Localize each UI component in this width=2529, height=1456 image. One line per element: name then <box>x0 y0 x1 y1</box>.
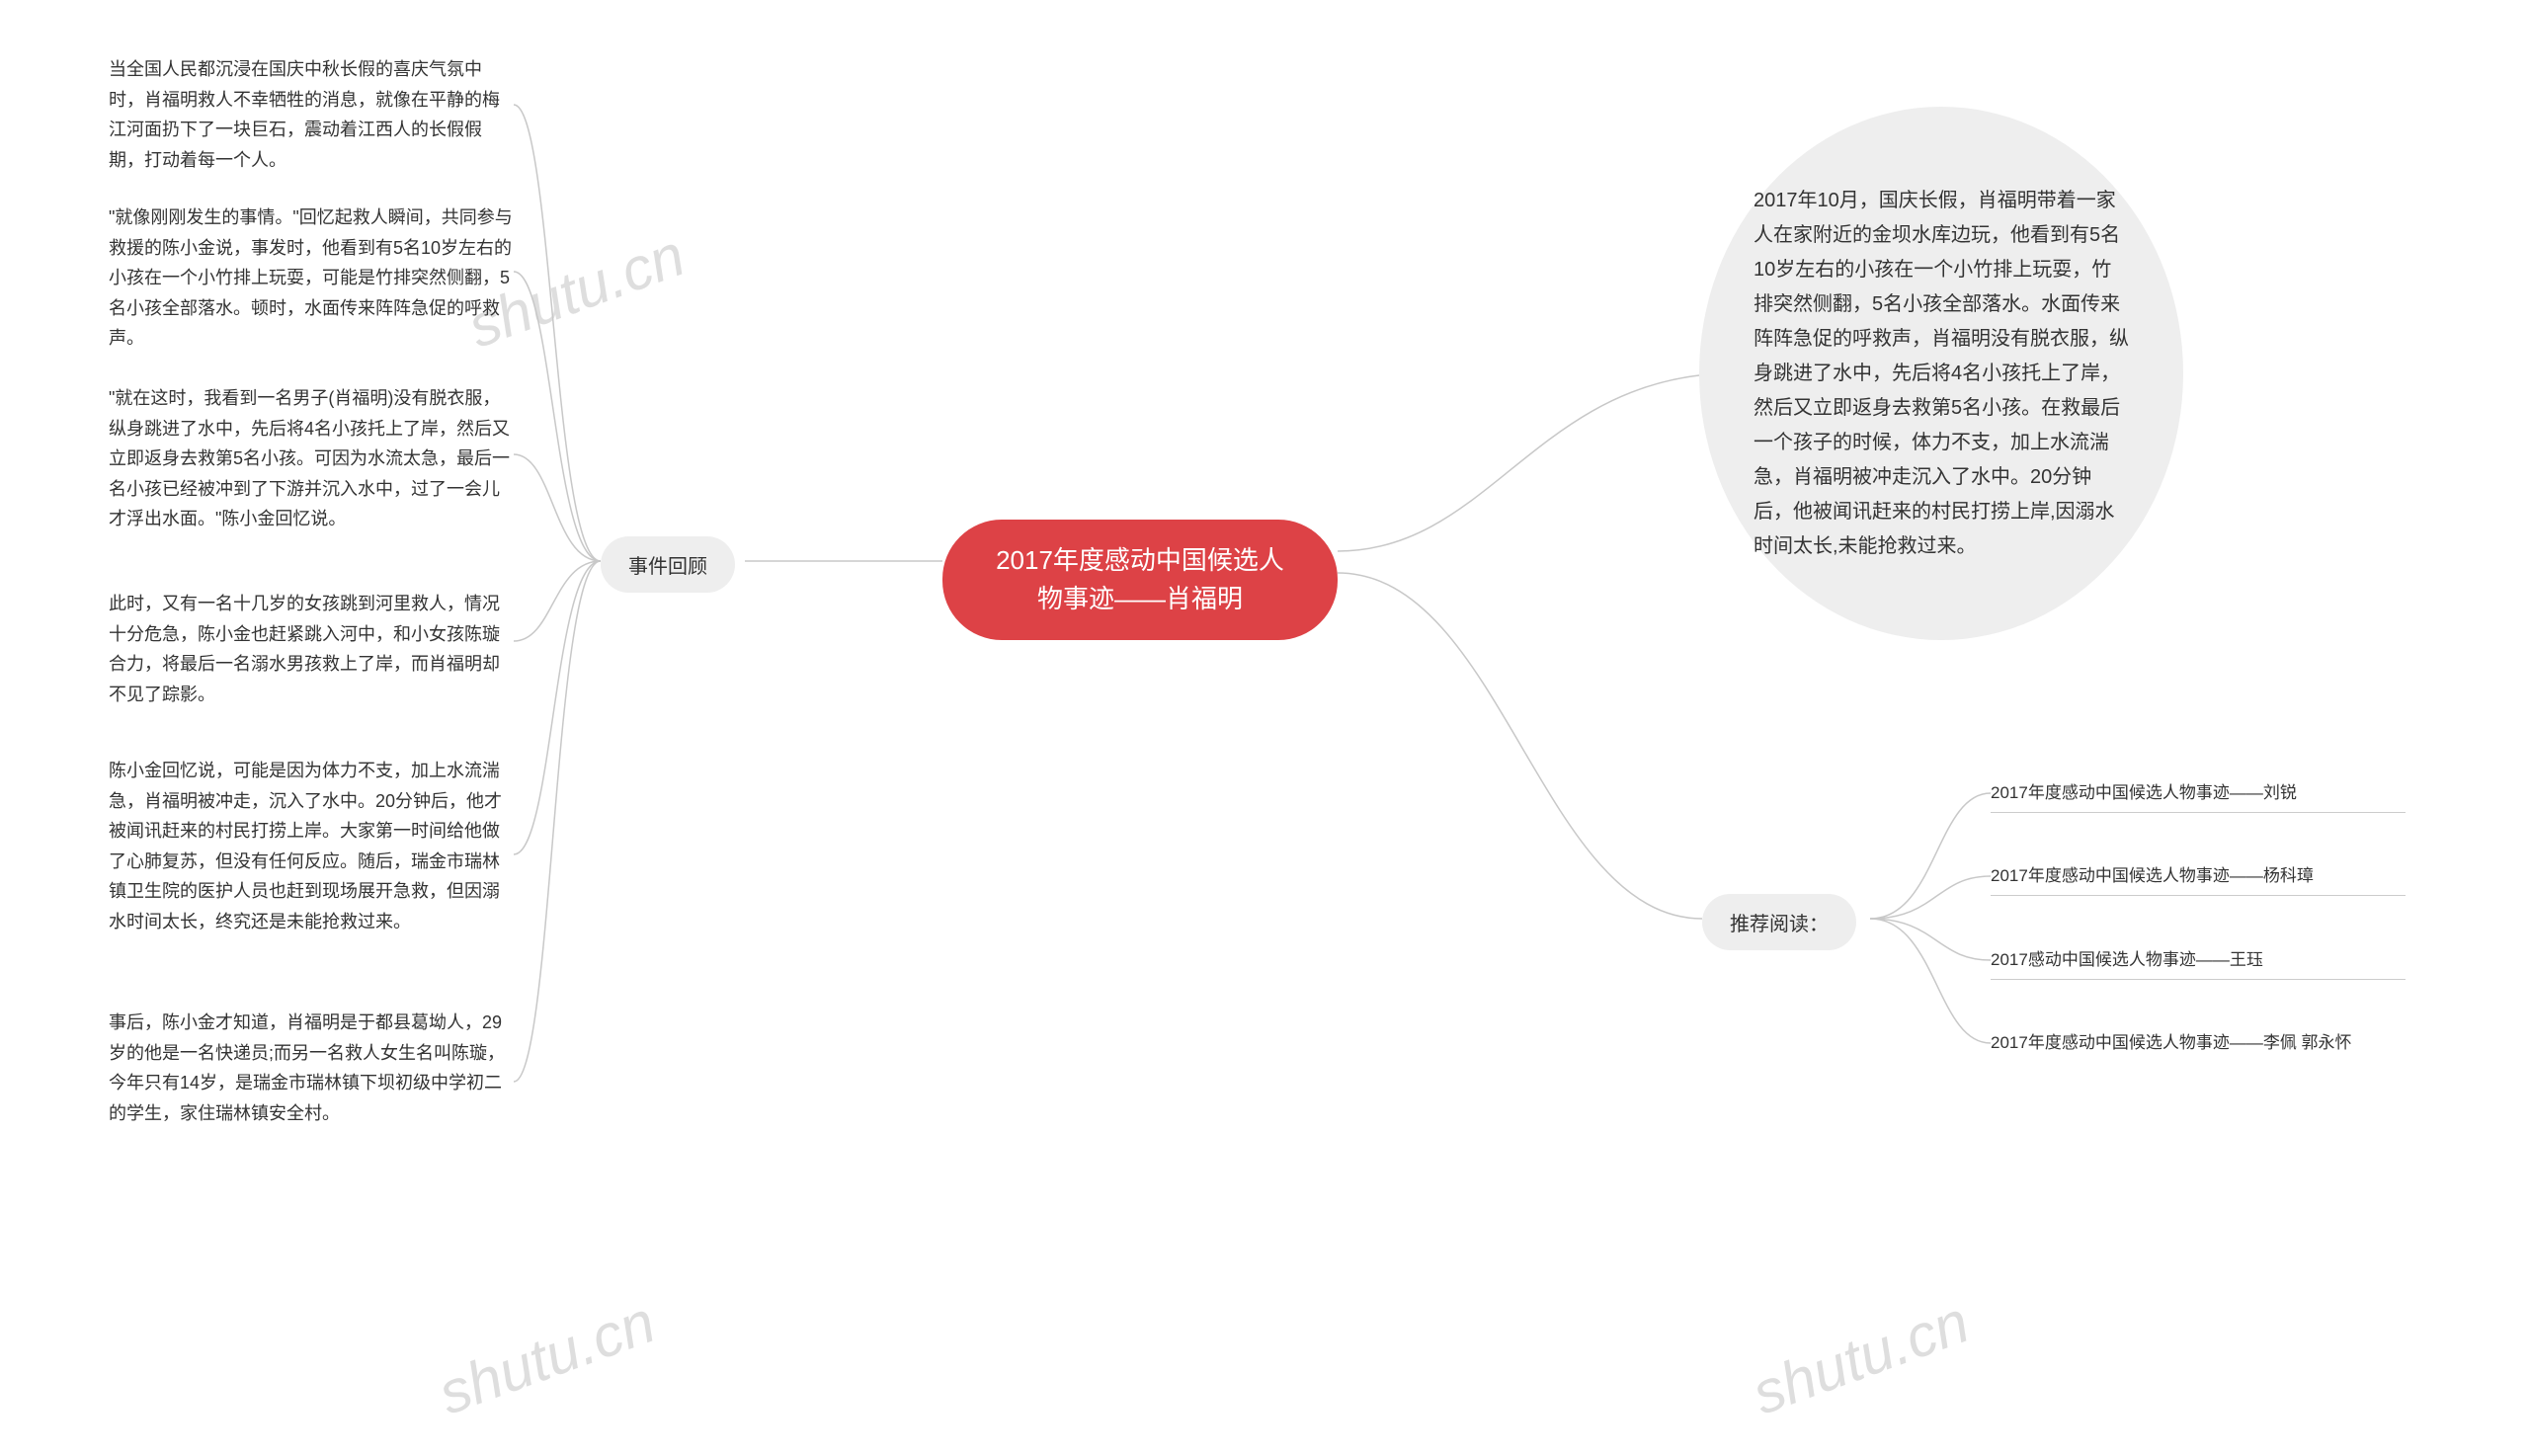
summary-node: 2017年10月，国庆长假，肖福明带着一家人在家附近的金坝水库边玩，他看到有5名… <box>1699 107 2183 640</box>
recommend-label: 推荐阅读： <box>1730 914 1829 935</box>
watermark: shutu.cn <box>430 1287 664 1427</box>
recommend-item[interactable]: 2017年度感动中国候选人物事迹——李佩 郭永怀 <box>1991 1030 2406 1056</box>
center-title-line2: 物事迹——肖福明 <box>1037 584 1243 613</box>
event-review-label: 事件回顾 <box>628 556 707 578</box>
recommend-branch: 推荐阅读： <box>1702 894 1856 950</box>
center-topic: 2017年度感动中国候选人 物事迹——肖福明 <box>942 520 1338 640</box>
watermark: shutu.cn <box>1744 1287 1978 1427</box>
event-para: 此时，又有一名十几岁的女孩跳到河里救人，情况十分危急，陈小金也赶紧跳入河中，和小… <box>109 589 514 709</box>
event-para: "就像刚刚发生的事情。"回忆起救人瞬间，共同参与救援的陈小金说，事发时，他看到有… <box>109 202 514 354</box>
recommend-item[interactable]: 2017年度感动中国候选人物事迹——杨科璋 <box>1991 863 2406 896</box>
recommend-item[interactable]: 2017年度感动中国候选人物事迹——刘锐 <box>1991 780 2406 813</box>
center-title-line1: 2017年度感动中国候选人 <box>996 545 1284 575</box>
recommend-item[interactable]: 2017感动中国候选人物事迹——王珏 <box>1991 947 2406 980</box>
event-para: 事后，陈小金才知道，肖福明是于都县葛坳人，29岁的他是一名快递员;而另一名救人女… <box>109 1008 514 1128</box>
event-para: "就在这时，我看到一名男子(肖福明)没有脱衣服，纵身跳进了水中，先后将4名小孩托… <box>109 383 514 534</box>
summary-text: 2017年10月，国庆长假，肖福明带着一家人在家附近的金坝水库边玩，他看到有5名… <box>1754 184 2129 564</box>
event-para: 陈小金回忆说，可能是因为体力不支，加上水流湍急，肖福明被冲走，沉入了水中。20分… <box>109 756 514 937</box>
event-review-branch: 事件回顾 <box>601 536 735 593</box>
event-para: 当全国人民都沉浸在国庆中秋长假的喜庆气氛中时，肖福明救人不幸牺牲的消息，就像在平… <box>109 54 514 175</box>
